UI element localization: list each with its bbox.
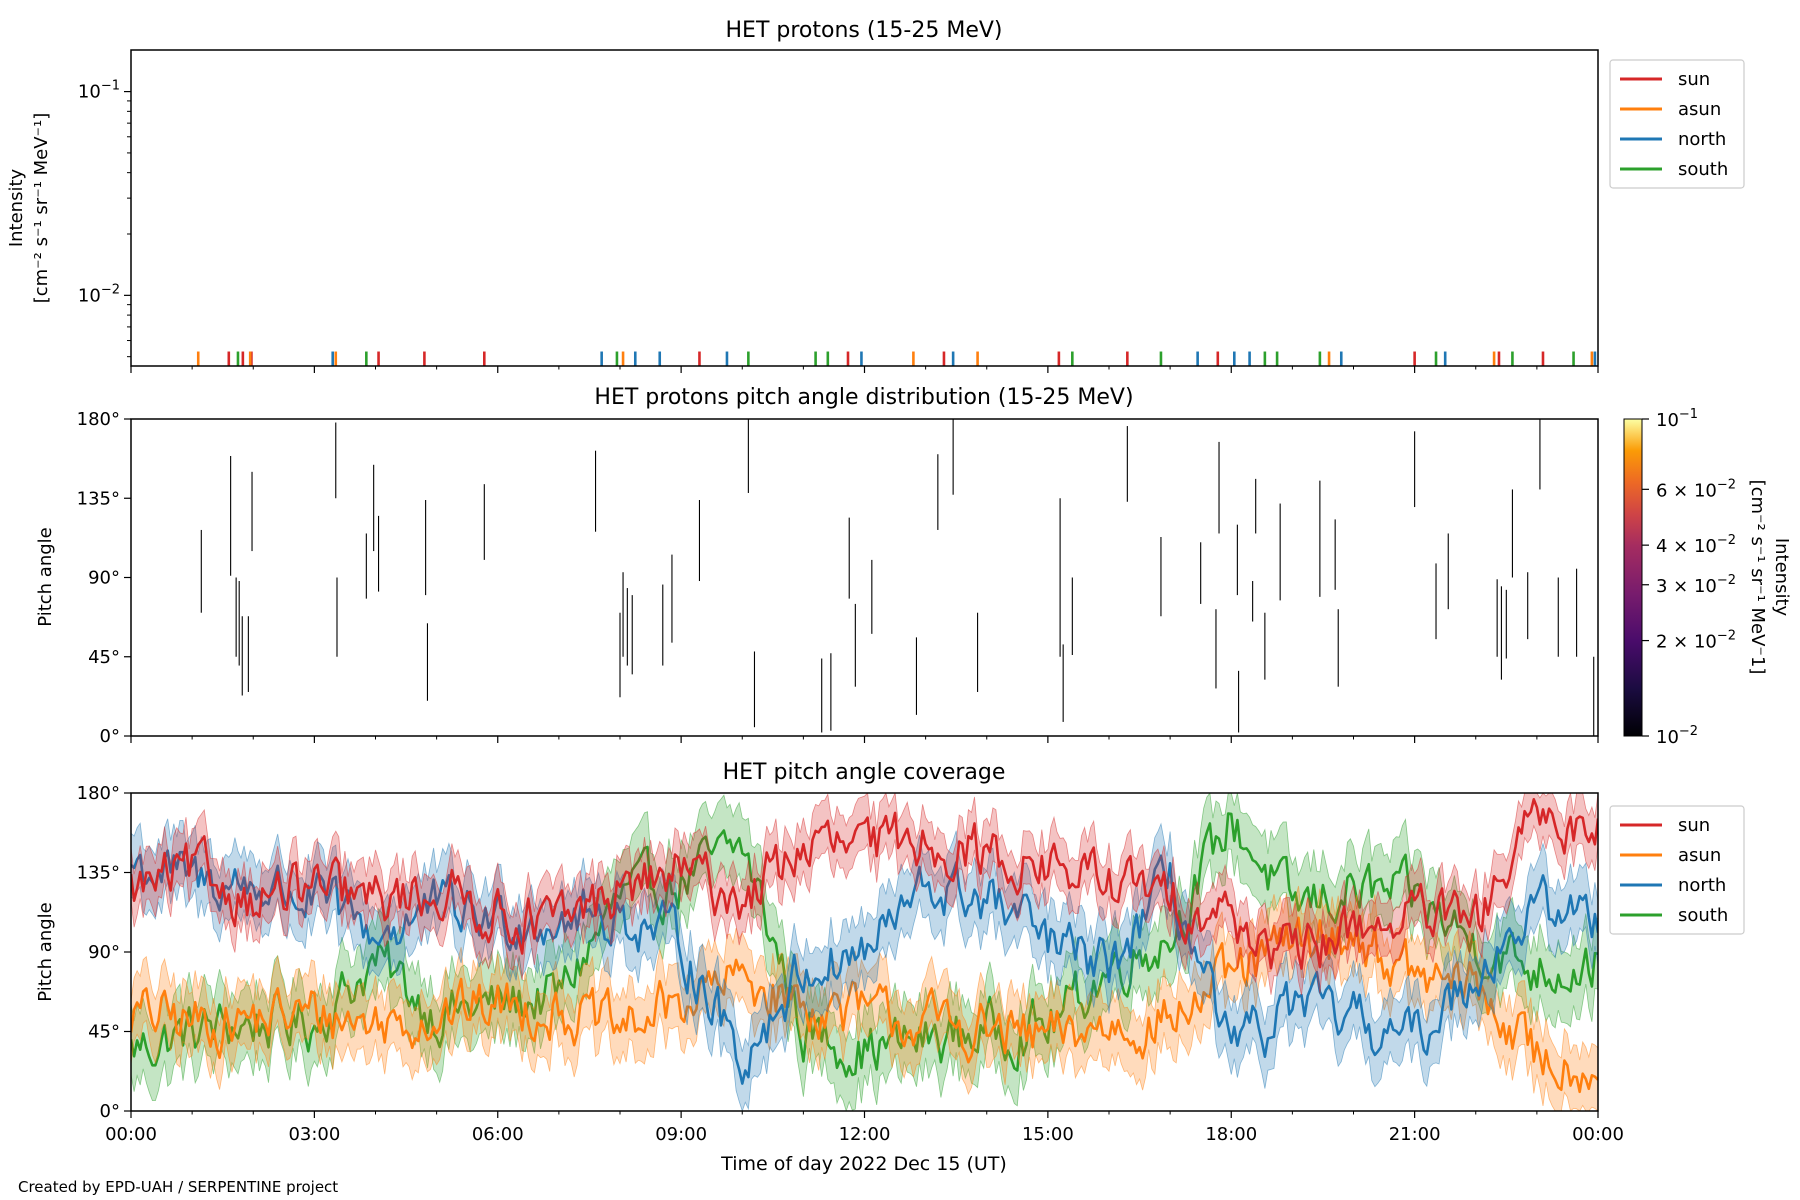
x-tick-label: 06:00 [472, 1124, 524, 1145]
colorbar-tick-label: 3 × 10−2 [1656, 573, 1736, 597]
panel1-frame [130, 49, 1599, 367]
y-tick-label: 45° [88, 647, 120, 668]
x-tick-label: 12:00 [839, 1124, 891, 1145]
y-tick-label: 90° [88, 942, 120, 963]
panel2-plot-area [200, 419, 1595, 736]
colorbar-tick-label: 6 × 10−2 [1656, 477, 1736, 501]
panel3-x-ticks: 00:00 03:00 06:00 09:00 12:00 15:00 18:00 21:00… [105, 1111, 1624, 1145]
y-tick-label: 45° [88, 1022, 120, 1043]
y-tick-label: 10−1 [78, 79, 120, 103]
legend-box [1609, 805, 1745, 935]
panel2-title: HET protons pitch angle distribution (15… [594, 385, 1133, 410]
colorbar-units: [cm⁻² s⁻¹ sr⁻¹ MeV⁻1] [1747, 480, 1768, 675]
panel3-y-axis: 0° 45° 90° 135° 180° [77, 783, 131, 1122]
coverage-line-south [131, 812, 1598, 1078]
coverage-line-asun [131, 916, 1598, 1094]
legend-label-sun: sun [1678, 815, 1710, 836]
panel1-x-ticks [130, 366, 1599, 373]
x-tick-label: 09:00 [655, 1124, 707, 1145]
panel1-title: HET protons (15-25 MeV) [726, 18, 1003, 43]
y-tick-label: 90° [88, 568, 120, 589]
y-tick-label: 180° [77, 409, 120, 430]
legend-label-sun: sun [1678, 69, 1710, 90]
panel1-plot-area [196, 351, 1597, 366]
coverage-line-north [131, 849, 1598, 1085]
y-tick-label: 0° [100, 1101, 120, 1122]
panel3-title: HET pitch angle coverage [723, 760, 1006, 785]
colorbar-label: Intensity [1771, 538, 1792, 617]
legend-label-north: north [1678, 129, 1726, 150]
panel-coverage: HET pitch angle coverage 0° 45° 90° 135° 180… [35, 760, 1745, 1175]
coverage-line-sun [131, 798, 1598, 970]
panel-intensity: HET protons (15-25 MeV) 10−1 10−2 Intensi… [6, 18, 1745, 373]
colorbar-tick-label: 10−1 [1656, 407, 1698, 431]
coverage-band-sun [131, 793, 1598, 996]
panel-pad: HET protons pitch angle distribution (15… [35, 385, 1792, 748]
panel1-y-axis: 10−1 10−2 [78, 79, 131, 358]
panel3-plot-area [131, 793, 1598, 1111]
colorbar-tick-label: 4 × 10−2 [1656, 533, 1736, 557]
y-tick-label: 135° [77, 863, 120, 884]
panel1-ylabel-line2: [cm⁻² s⁻¹ sr⁻¹ MeV⁻¹] [31, 113, 52, 304]
panel2-frame [130, 418, 1599, 737]
y-tick-label: 10−2 [78, 282, 120, 306]
legend-label-asun: asun [1678, 99, 1721, 120]
x-tick-label: 18:00 [1205, 1124, 1257, 1145]
colorbar-ticks: 10−1 6 × 10−2 4 × 10−2 3 × 10−2 2 × 10−2 10−2 [1642, 407, 1736, 748]
colorbar-tick-label: 2 × 10−2 [1656, 629, 1736, 653]
y-tick-label: 180° [77, 783, 120, 804]
panel2-y-axis: 0° 45° 90° 135° 180° [77, 409, 131, 747]
panel2-ylabel: Pitch angle [35, 527, 56, 626]
colorbar-gradient [1623, 418, 1643, 737]
x-tick-label: 00:00 [1572, 1124, 1624, 1145]
panel3-ylabel: Pitch angle [35, 902, 56, 1001]
x-tick-label: 21:00 [1389, 1124, 1441, 1145]
x-tick-label: 00:00 [105, 1124, 157, 1145]
legend-box [1609, 59, 1745, 189]
legend-label-south: south [1678, 159, 1728, 180]
colorbar-tick-label: 10−2 [1656, 724, 1698, 748]
legend-label-north: north [1678, 875, 1726, 896]
panel1-ylabel-line1: Intensity [6, 168, 27, 247]
legend-label-south: south [1678, 905, 1728, 926]
colorbar: 10−1 6 × 10−2 4 × 10−2 3 × 10−2 2 × 10−2 10−2… [1623, 407, 1792, 748]
x-tick-label: 15:00 [1022, 1124, 1074, 1145]
y-tick-label: 135° [77, 488, 120, 509]
x-axis-label: Time of day 2022 Dec 15 (UT) [720, 1153, 1007, 1175]
x-tick-label: 03:00 [288, 1124, 340, 1145]
credit-text: Created by EPD-UAH / SERPENTINE project [18, 1178, 338, 1196]
panel1-legend: sun asun north south [1609, 59, 1745, 189]
panel2-x-ticks [130, 736, 1599, 743]
legend-label-asun: asun [1678, 845, 1721, 866]
y-tick-label: 0° [100, 726, 120, 747]
panel3-legend: sun asun north south [1609, 805, 1745, 935]
